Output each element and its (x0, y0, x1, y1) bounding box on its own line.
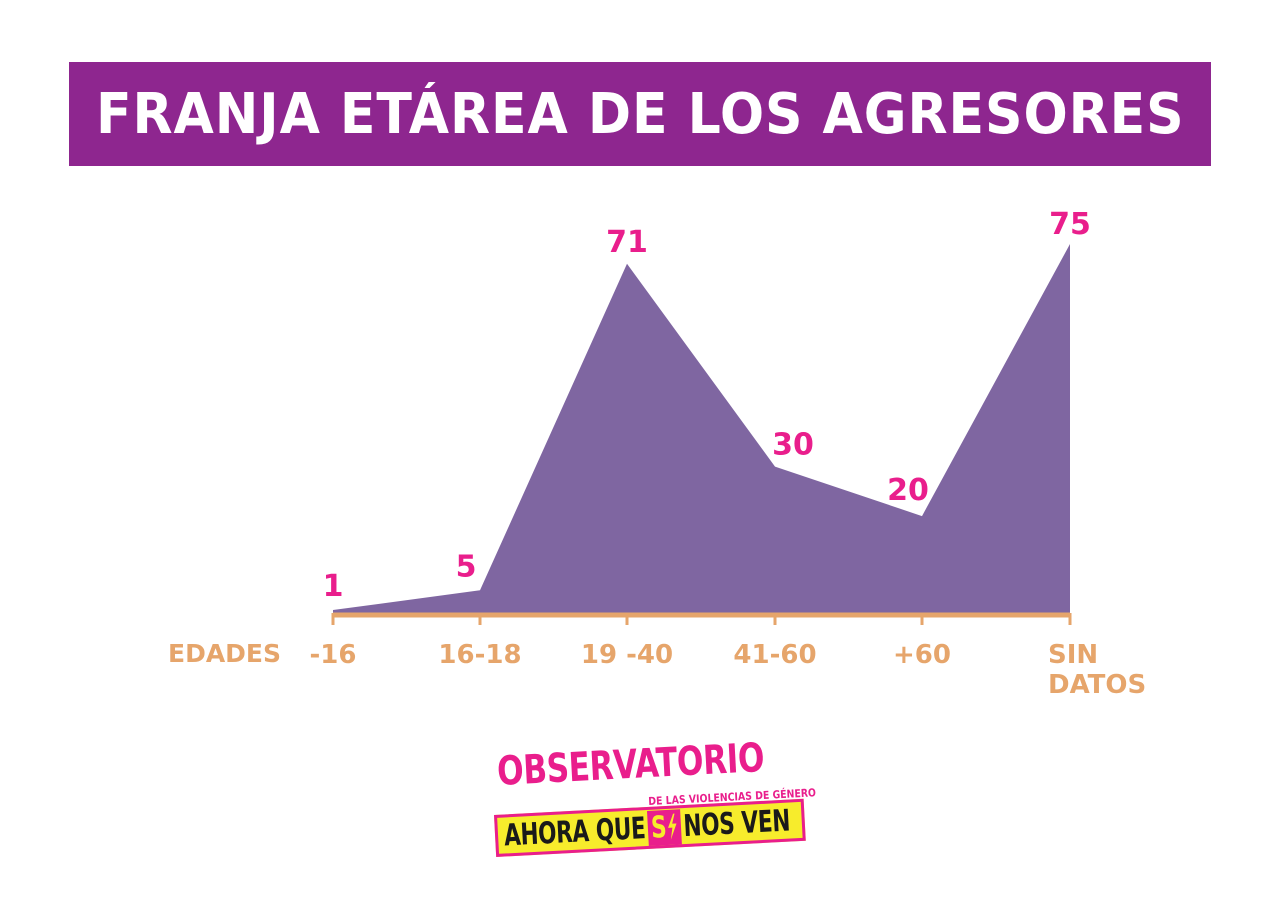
x-tick-label-line: DATOS (1048, 670, 1146, 700)
x-tick-label-line: -16 (310, 640, 357, 670)
lightning-bolt-icon (667, 813, 677, 840)
value-label-3: 30 (772, 428, 814, 463)
logo-strip: AHORA QUE S NOS VEN (494, 798, 806, 857)
observatorio-logo: OBSERVATORIO DE LAS VIOLENCIAS DE GÉNERO… (490, 735, 820, 875)
logo-strip-before: AHORA QUE (503, 810, 647, 853)
x-tick-label-1: 16-18 (438, 640, 521, 670)
logo-si-box: S (647, 808, 682, 846)
value-label-5: 75 (1049, 207, 1091, 242)
chart-title: FRANJA ETÁREA DE LOS AGRESORES (95, 81, 1185, 147)
x-tick-label-4: +60 (893, 640, 951, 670)
x-tick-label-line: SIN (1048, 640, 1098, 670)
chart-labels-layer: 1 5 71 30 20 75 (323, 207, 1091, 604)
x-tick-label-5: SIN DATOS (1048, 640, 1146, 700)
x-tick-label-2: 19 -40 (581, 640, 673, 670)
x-axis: EDADES -16 16-18 19 -40 41-60 +60 SIN DATOS (168, 612, 1146, 700)
x-tick-label-line: 16-18 (438, 640, 521, 670)
value-label-1: 5 (456, 549, 477, 584)
x-tick-label-3: 41-60 (733, 640, 816, 670)
logo-strip-text: AHORA QUE S NOS VEN (503, 803, 791, 853)
x-tick-label-line: 41-60 (733, 640, 816, 670)
logo-strip-after: NOS VEN (682, 803, 791, 844)
x-tick-label-line: 19 -40 (581, 640, 673, 670)
logo-si-letter: S (650, 809, 668, 846)
value-label-4: 20 (887, 473, 929, 508)
x-tick-label-0: -16 (310, 640, 357, 670)
x-tick-label-line: +60 (893, 640, 951, 670)
value-label-2: 71 (606, 225, 648, 260)
area-series (333, 244, 1070, 615)
x-axis-label: EDADES (168, 639, 281, 668)
value-label-0: 1 (323, 569, 344, 604)
title-banner: FRANJA ETÁREA DE LOS AGRESORES (69, 62, 1211, 166)
chart-area-layer (333, 244, 1070, 615)
